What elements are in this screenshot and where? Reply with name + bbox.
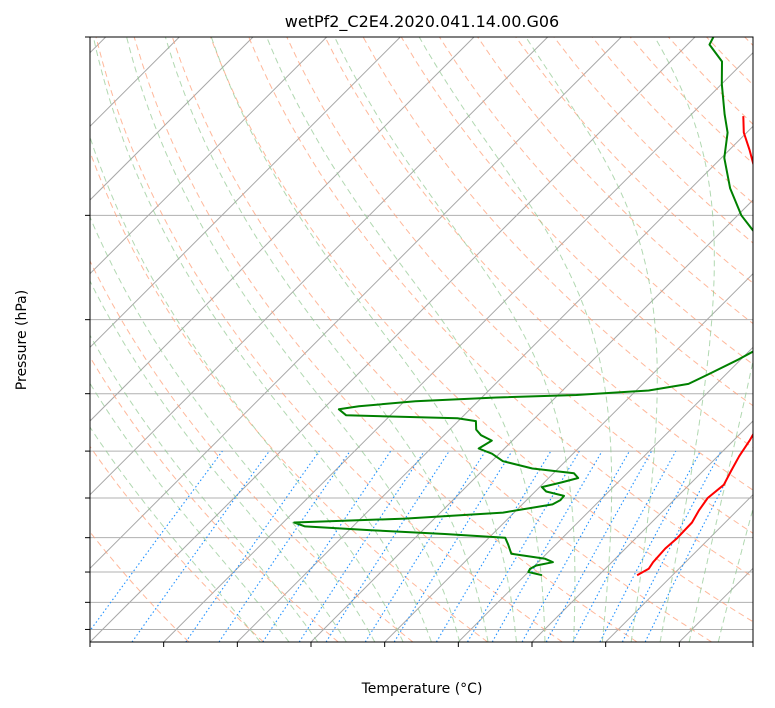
mixing-ratio-line	[185, 450, 320, 642]
moist-adiabat-line	[688, 358, 753, 642]
moist-adiabat-line	[90, 426, 261, 642]
pressure-gridlines	[90, 37, 753, 630]
moist-adiabat-line	[334, 37, 576, 642]
moist-adiabat-line	[90, 382, 290, 642]
moist-adiabat-line	[717, 506, 753, 642]
dry-adiabat-line	[248, 37, 753, 578]
dry-adiabat-line	[171, 37, 712, 642]
isotherm-line	[531, 420, 753, 642]
y-axis-label: Pressure (hPa)	[14, 290, 30, 390]
moist-adiabat-line	[210, 37, 517, 642]
mixing-ratio-line	[325, 450, 450, 642]
isotherm-line	[90, 37, 254, 201]
sounding-profiles	[293, 37, 753, 577]
chart-title: wetPf2_C2E4.2020.041.14.00.G06	[285, 12, 559, 32]
dry-adiabat-line	[210, 37, 753, 623]
temperature-profile-line	[636, 116, 753, 577]
mixing-ratio-line	[644, 450, 743, 642]
isotherm-line	[90, 37, 328, 275]
moist-adiabat-line	[92, 37, 432, 642]
isotherm-line	[236, 125, 753, 642]
dry-adiabat-line	[95, 37, 563, 642]
moist-adiabat-line	[90, 135, 404, 642]
plot-frame	[89, 36, 754, 643]
moist-adiabat-line	[418, 37, 613, 642]
mixing-ratio-line	[521, 450, 630, 642]
isotherm-line	[90, 37, 475, 422]
dewpoint-profile-line	[293, 37, 753, 577]
moist-adiabat-line	[525, 37, 658, 642]
y-axis-ticks	[85, 36, 90, 630]
mixing-ratio-line	[545, 450, 653, 642]
mixing-ratio-line	[90, 450, 223, 632]
moist-adiabat-line	[90, 334, 319, 642]
isotherm-line	[163, 51, 753, 642]
dry-adiabat-line	[286, 37, 753, 534]
isotherm-line	[384, 272, 753, 642]
moist-adiabat-line	[90, 215, 376, 642]
moist-adiabat-line	[164, 37, 489, 642]
mixing-ratio-line	[298, 450, 425, 642]
mixing-ratio-line	[218, 450, 351, 642]
isotherm-line	[90, 37, 549, 496]
skewed-isotherms	[90, 37, 753, 642]
mixing-ratio-line	[572, 450, 677, 642]
dry-adiabat-line	[515, 37, 753, 284]
isotherm-line	[457, 346, 753, 642]
dry-adiabat-line	[90, 445, 264, 642]
isotherm-line	[90, 37, 696, 642]
dry-adiabat-line	[90, 356, 339, 642]
dry-adiabat-line	[90, 259, 414, 642]
mixing-ratio-line	[262, 450, 392, 642]
moist-adiabats	[90, 37, 753, 642]
mixing-ratio-lines	[90, 450, 743, 642]
x-axis-label: Temperature (°C)	[361, 681, 483, 697]
moist-adiabat-line	[126, 37, 461, 642]
moist-adiabat-line	[654, 37, 715, 642]
mixing-ratio-line	[131, 450, 270, 642]
dry-adiabats	[90, 37, 753, 642]
isotherm-line	[90, 37, 401, 349]
isotherm-line	[90, 37, 622, 570]
moist-adiabat-line	[266, 37, 546, 642]
x-axis-ticks	[89, 642, 754, 647]
isotherm-line	[605, 493, 753, 642]
dry-adiabat-line	[324, 37, 753, 491]
mixing-ratio-line	[393, 450, 513, 642]
